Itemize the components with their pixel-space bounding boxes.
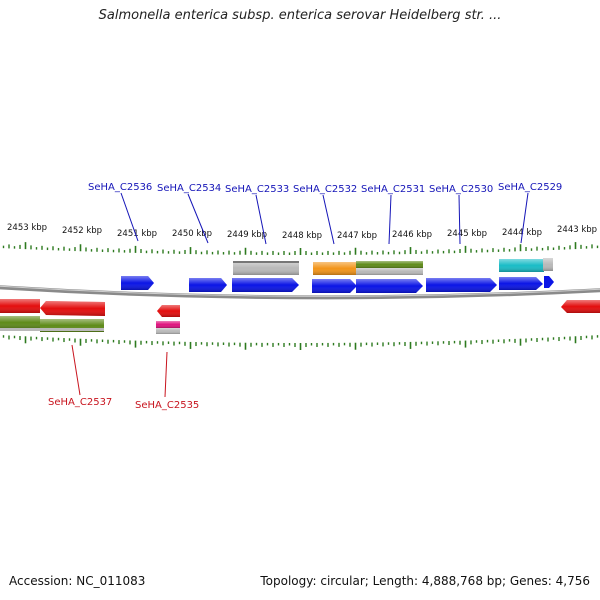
gene-label-c2530[interactable]: SeHA_C2530 xyxy=(429,184,493,195)
gene-label-c2537[interactable]: SeHA_C2537 xyxy=(48,397,112,408)
ruler-label: 2449 kbp xyxy=(227,230,267,240)
leader-line-c2531 xyxy=(388,194,392,245)
gene-label-c2532[interactable]: SeHA_C2532 xyxy=(293,184,357,195)
outer-tick-marks xyxy=(2,242,599,255)
forward-feature-annotations xyxy=(233,258,553,275)
ruler-label: 2445 kbp xyxy=(447,229,487,239)
inner-tick-marks xyxy=(2,335,599,350)
bottom-leader-lines xyxy=(71,344,168,398)
gene-small-forward[interactable] xyxy=(544,276,554,288)
leader-line-c2529 xyxy=(520,192,529,244)
reverse-strand-genes xyxy=(0,299,600,317)
ruler-label: 2453 kbp xyxy=(7,223,47,233)
leader-line-c2536 xyxy=(120,192,139,242)
ruler-label: 2447 kbp xyxy=(337,231,377,241)
reverse-feature-annotations xyxy=(0,316,180,334)
gene-label-c2529[interactable]: SeHA_C2529 xyxy=(498,182,562,193)
gene-label-c2533[interactable]: SeHA_C2533 xyxy=(225,184,289,195)
gene-label-c2531[interactable]: SeHA_C2531 xyxy=(361,184,425,195)
leader-line-c2532 xyxy=(322,194,335,245)
gene-label-c2535[interactable]: SeHA_C2535 xyxy=(135,400,199,411)
bottom-gene-labels: SeHA_C2537 SeHA_C2535 xyxy=(48,397,199,411)
ruler-label: 2452 kbp xyxy=(62,226,102,236)
ruler-labels: 2453 kbp 2452 kbp 2451 kbp 2450 kbp 2449… xyxy=(7,223,597,241)
ruler-label: 2451 kbp xyxy=(117,229,157,239)
ruler-label: 2450 kbp xyxy=(172,229,212,239)
leader-line-c2533 xyxy=(255,194,267,245)
genome-summary-text: Topology: circular; Length: 4,888,768 bp… xyxy=(260,574,590,588)
gene-label-c2534[interactable]: SeHA_C2534 xyxy=(157,183,221,194)
ruler-label: 2446 kbp xyxy=(392,230,432,240)
leader-line-c2535 xyxy=(164,351,168,398)
accession-text: Accession: NC_011083 xyxy=(9,574,146,588)
top-gene-labels: SeHA_C2536 SeHA_C2534 SeHA_C2533 SeHA_C2… xyxy=(88,182,562,195)
map-title: Salmonella enterica subsp. enterica sero… xyxy=(98,8,502,23)
genome-backbone-highlight xyxy=(0,285,600,297)
top-leader-lines xyxy=(120,192,529,245)
leader-line-c2537 xyxy=(71,344,81,396)
genome-backbone xyxy=(0,285,600,300)
forward-strand-genes xyxy=(121,276,554,293)
gene-label-c2536[interactable]: SeHA_C2536 xyxy=(88,182,152,193)
ruler-label: 2448 kbp xyxy=(282,231,322,241)
leader-line-c2530 xyxy=(458,194,461,245)
leader-line-c2534 xyxy=(187,193,209,244)
ruler-label: 2443 kbp xyxy=(557,225,597,235)
